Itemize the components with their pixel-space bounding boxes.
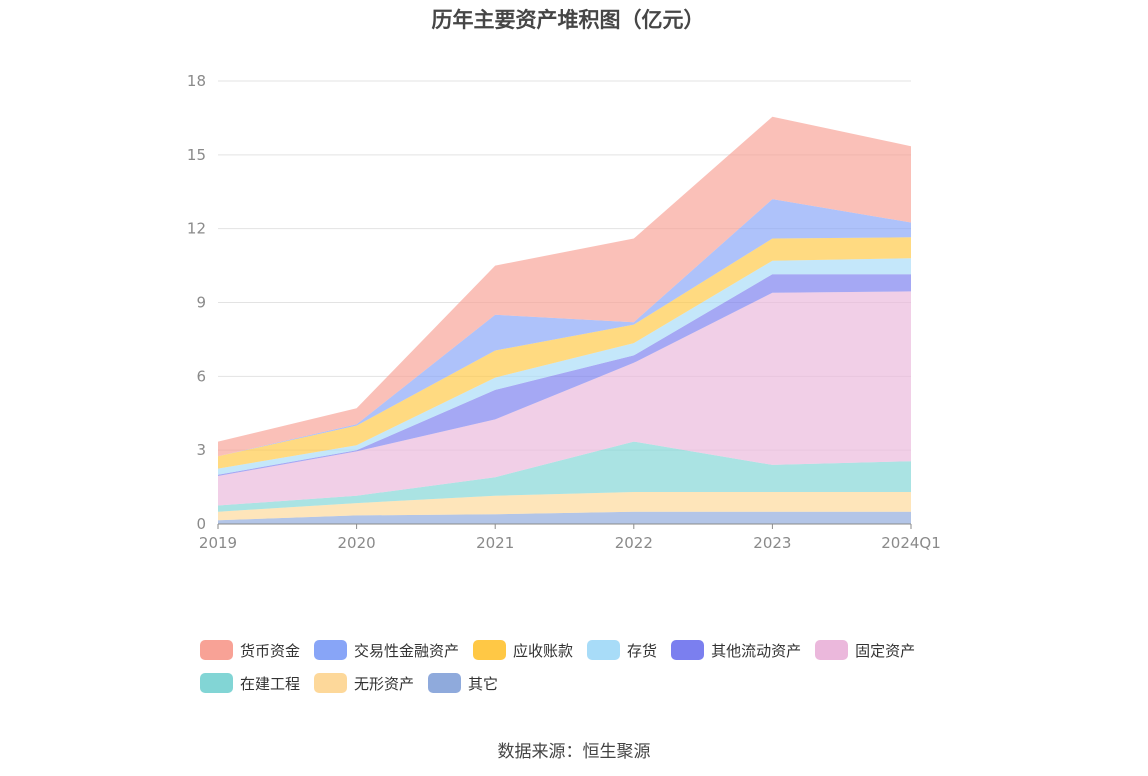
x-tick-label: 2024Q1 xyxy=(881,534,941,552)
x-tick-label: 2019 xyxy=(199,534,237,552)
legend-label: 其他流动资产 xyxy=(711,641,802,660)
x-tick-label: 2021 xyxy=(476,534,514,552)
legend-swatch xyxy=(815,640,849,660)
legend-item[interactable]: 无形资产 xyxy=(314,672,414,694)
legend-swatch xyxy=(314,640,348,660)
y-tick-label: 12 xyxy=(187,220,206,238)
legend-label: 固定资产 xyxy=(855,641,916,660)
data-source-note: 数据来源：恒生聚源 xyxy=(497,742,651,762)
area-series-2 xyxy=(218,441,911,512)
area-series-6 xyxy=(218,237,911,469)
legend-item[interactable]: 其它 xyxy=(428,672,498,694)
y-tick-label: 9 xyxy=(196,294,206,312)
legend-item[interactable]: 货币资金 xyxy=(200,639,300,661)
legend-swatch xyxy=(314,673,348,693)
legend-item[interactable]: 应收账款 xyxy=(473,639,573,661)
area-series-8 xyxy=(218,116,911,457)
area-series-0 xyxy=(218,511,911,524)
legend-label: 存货 xyxy=(627,641,658,660)
legend-swatch xyxy=(671,640,705,660)
chart-title: 历年主要资产堆积图（亿元） xyxy=(431,8,705,32)
legend-item[interactable]: 其他流动资产 xyxy=(671,639,801,661)
area-series-7 xyxy=(218,199,911,457)
legend-item[interactable]: 在建工程 xyxy=(200,672,300,694)
legend-item[interactable]: 交易性金融资产 xyxy=(314,639,459,661)
legend-label: 无形资产 xyxy=(354,674,415,693)
area-series-3 xyxy=(218,291,911,506)
legend-label: 其它 xyxy=(468,674,499,693)
legend-swatch xyxy=(200,673,233,693)
y-tick-label: 3 xyxy=(196,441,206,459)
y-tick-label: 0 xyxy=(196,515,206,533)
y-tick-label: 15 xyxy=(187,146,206,164)
y-tick-label: 18 xyxy=(187,72,206,90)
stacked-area-chart: 0 3 6 9 12 15 18 2019 2020 2021 2022 2023 2024Q1 xyxy=(187,72,941,552)
area-series-1 xyxy=(218,492,911,521)
area-series-5 xyxy=(218,258,911,475)
legend-swatch xyxy=(200,640,233,660)
legend-label: 交易性金融资产 xyxy=(354,641,460,660)
legend-label: 应收账款 xyxy=(513,641,574,660)
y-tick-label: 6 xyxy=(196,367,206,385)
x-tick-label: 2020 xyxy=(338,534,376,552)
legend-swatch xyxy=(428,673,462,693)
legend-swatch xyxy=(473,640,507,660)
legend-item[interactable]: 存货 xyxy=(587,639,657,661)
x-tick-label: 2023 xyxy=(753,534,791,552)
legend-label: 在建工程 xyxy=(240,674,301,693)
legend-item[interactable]: 固定资产 xyxy=(815,639,915,661)
area-series-4 xyxy=(218,274,911,476)
x-tick-label: 2022 xyxy=(615,534,653,552)
chart-legend: 货币资金 交易性金融资产 应收账款 存货 其他流动资产 固定资产在建工程 无形资产 其它 xyxy=(200,639,980,694)
legend-label: 货币资金 xyxy=(240,641,301,660)
legend-swatch xyxy=(587,640,621,660)
